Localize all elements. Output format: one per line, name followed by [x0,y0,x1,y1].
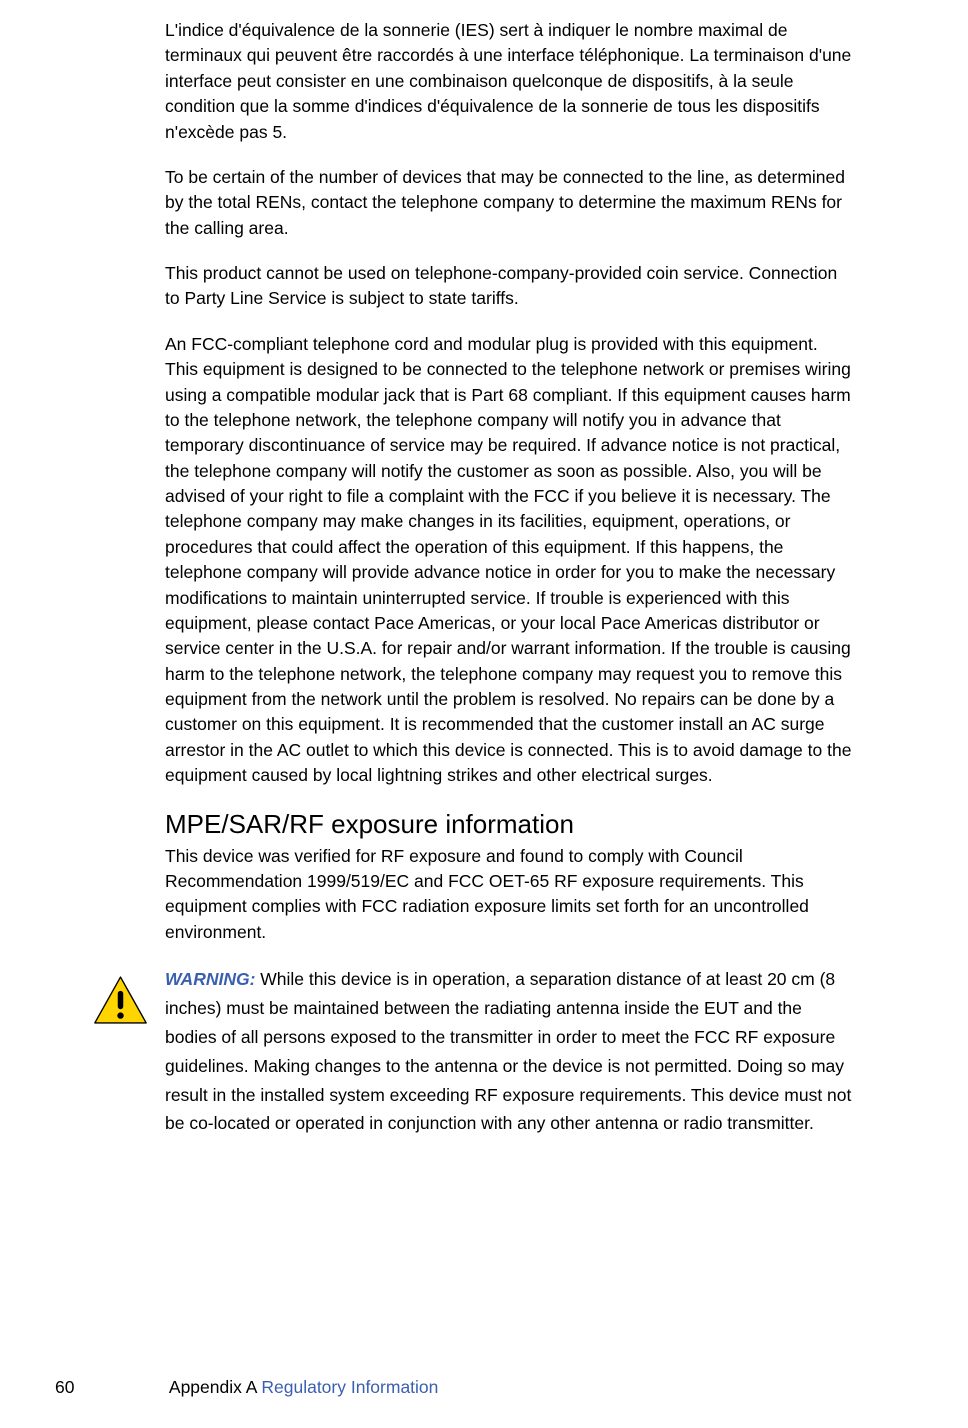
paragraph-french: L'indice d'équivalence de la sonnerie (I… [165,18,855,145]
warning-label: WARNING: [165,969,255,989]
paragraph-coin-service: This product cannot be used on telephone… [165,261,855,312]
warning-icon [93,975,148,1025]
page-content: L'indice d'équivalence de la sonnerie (I… [165,18,855,1138]
warning-block: WARNING: While this device is in operati… [165,965,855,1138]
paragraph-fcc: An FCC-compliant telephone cord and modu… [165,332,855,789]
section-heading-mpe: MPE/SAR/RF exposure information [165,809,855,840]
footer-section-title: Regulatory Information [261,1377,438,1397]
page-footer: 60 Appendix A Regulatory Information [55,1377,438,1398]
section-body-mpe: This device was verified for RF exposure… [165,844,855,946]
page-number: 60 [55,1377,165,1398]
paragraph-ren: To be certain of the number of devices t… [165,165,855,241]
warning-text: WARNING: While this device is in operati… [165,965,855,1138]
footer-appendix-label: Appendix A [169,1377,261,1397]
warning-body: While this device is in operation, a sep… [165,969,851,1133]
